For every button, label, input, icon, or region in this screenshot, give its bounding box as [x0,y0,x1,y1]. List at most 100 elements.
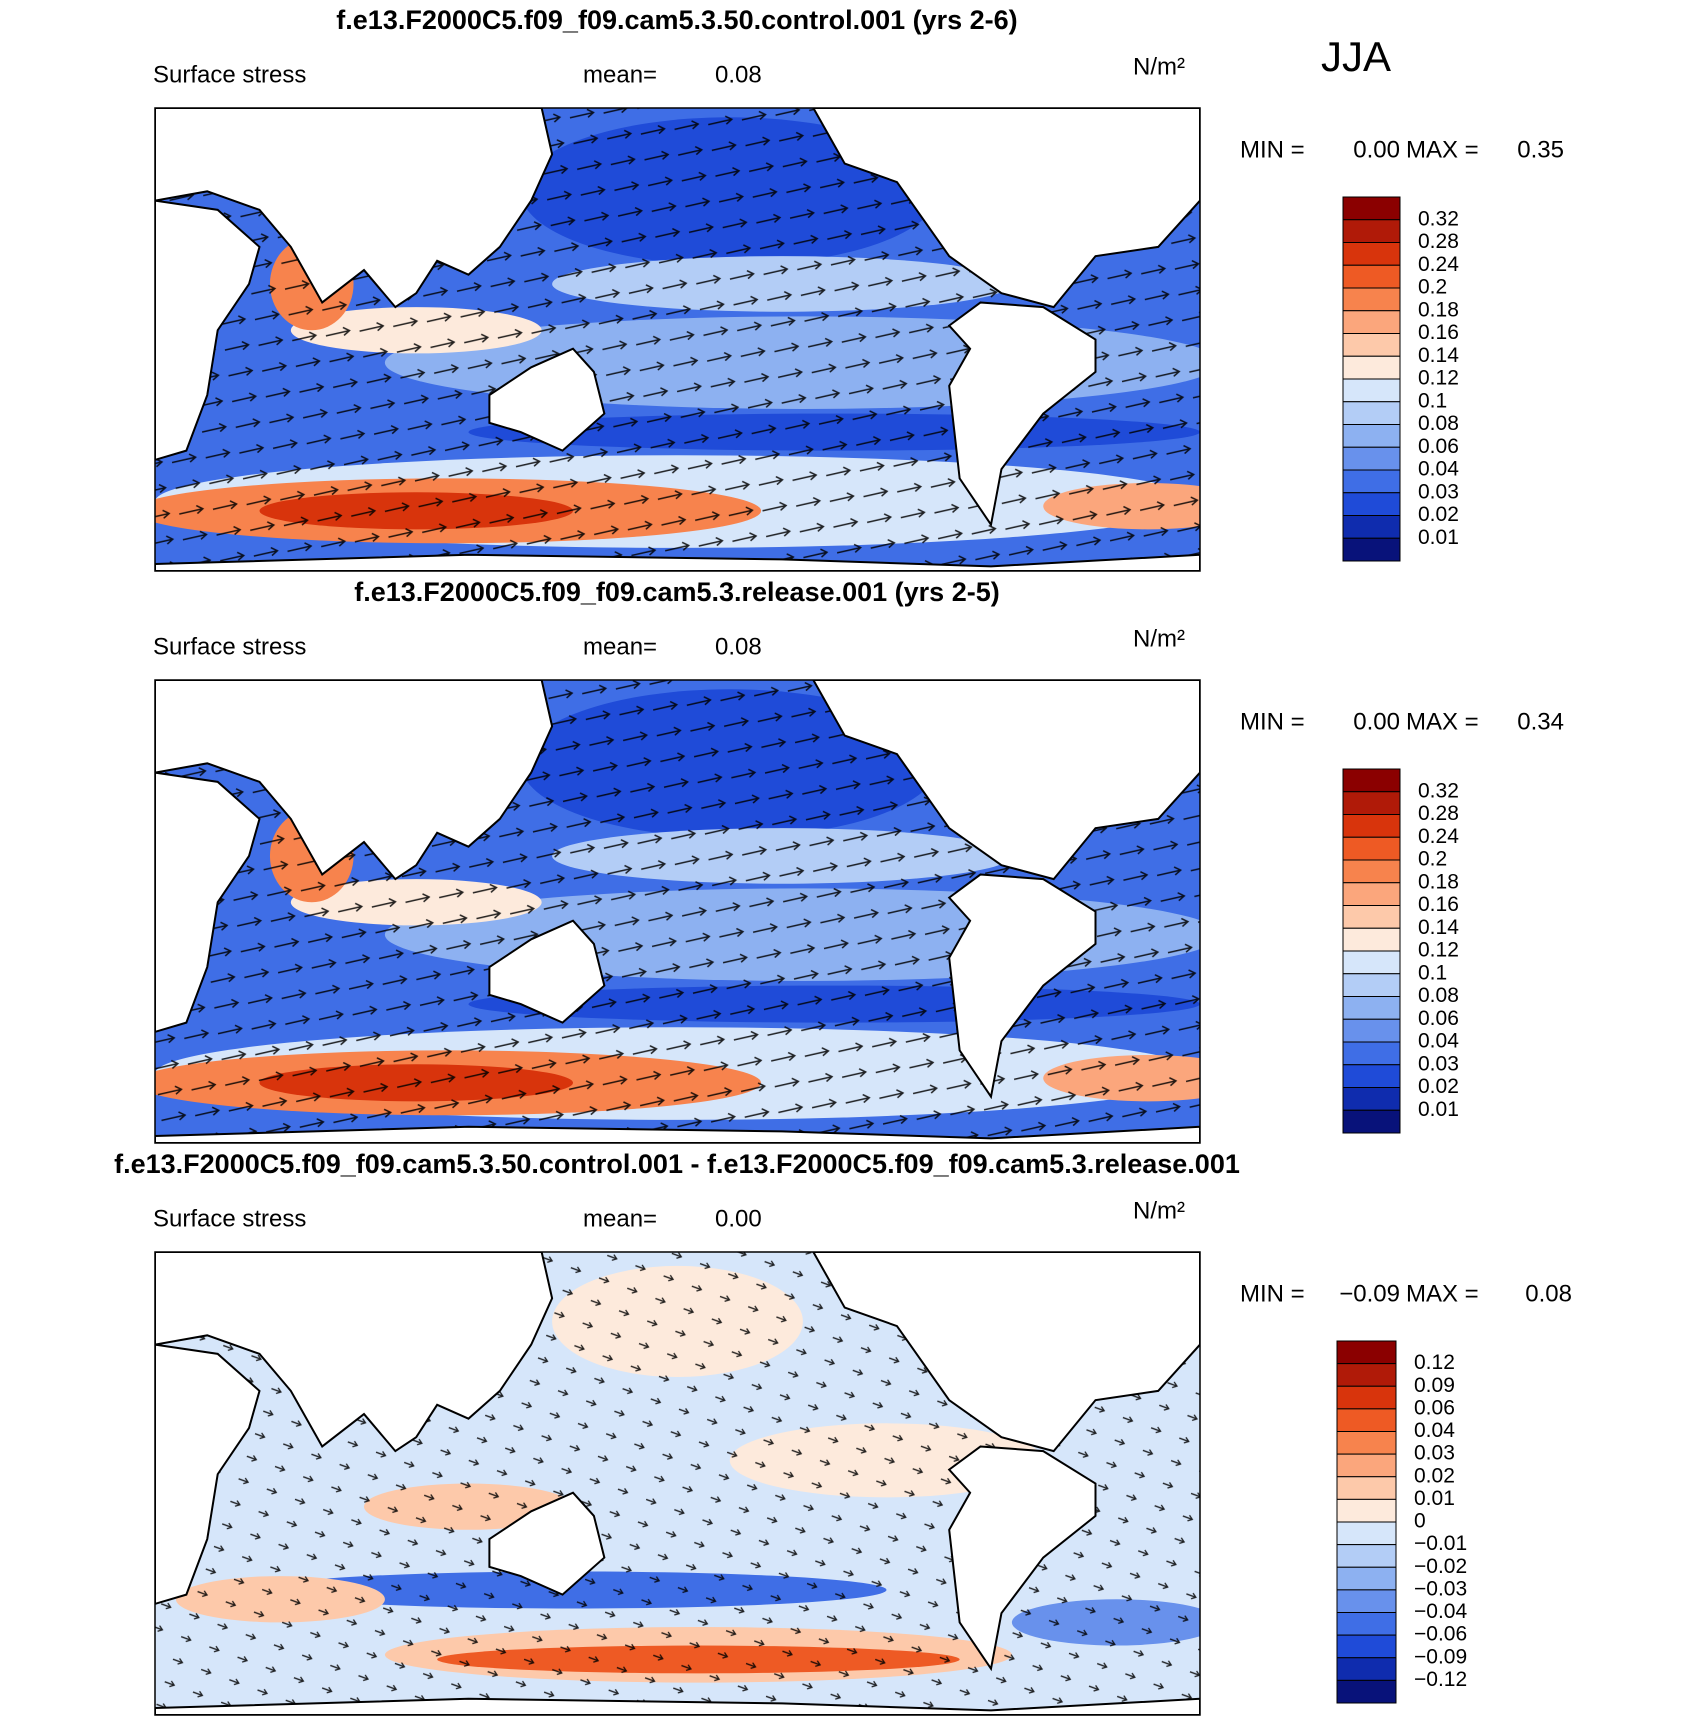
max-label: MAX = [1406,136,1479,163]
colorbar-label: −0.12 [1414,1668,1467,1691]
min-label: MIN = [1240,708,1305,735]
colorbar-box [1342,814,1401,838]
continent [812,108,1200,309]
colorbar-label: 0.18 [1418,870,1459,893]
colorbar-label: 0.04 [1414,1419,1455,1442]
colorbar-box [1342,401,1401,425]
colorbar-label: 0.32 [1418,207,1459,230]
colorbar-label: 0.03 [1414,1442,1455,1465]
colorbar-label: 0.12 [1418,367,1459,390]
colorbar-label: 0.1 [1418,961,1447,984]
max-label: MAX = [1406,1280,1479,1307]
colorbar-label: 0.04 [1418,1030,1459,1053]
colorbar-box [1342,333,1401,357]
mean-label: mean= [583,61,657,88]
colorbar-label: 0.24 [1418,825,1459,848]
colorbar-box [1342,537,1401,562]
colorbar-box [1342,469,1401,494]
continent [155,108,554,309]
min-value: 0.00 [1353,136,1400,163]
continent [947,873,1097,1100]
continent [812,1252,1200,1453]
colorbar-label: 0.28 [1418,230,1459,253]
colorbar-box [1342,424,1401,448]
season-label: JJA [1321,33,1391,80]
colorbar-box [1342,973,1401,997]
colorbar-box [1342,355,1401,380]
min-label: MIN = [1240,1280,1305,1307]
continent [488,347,606,452]
colorbar-box [1342,446,1401,471]
colorbar-label: 0.08 [1418,984,1459,1007]
colorbar-box [1342,1064,1401,1088]
units: N/m² [1133,1197,1185,1224]
colorbar-box [1342,196,1401,221]
field-name: Surface stress [153,1205,306,1232]
min-value: −0.09 [1339,1280,1400,1307]
continent [155,1697,1200,1715]
colorbar-label: −0.06 [1414,1623,1467,1646]
colorbar-label: 0.09 [1414,1374,1455,1397]
mean-value: 0.08 [715,61,762,88]
field-name: Surface stress [153,61,306,88]
colorbar-box [1342,950,1401,975]
map-frame [154,1251,1201,1716]
colorbar-box [1336,1408,1397,1432]
colorbar-label: 0.03 [1418,480,1459,503]
colorbar-box [1336,1634,1397,1659]
colorbar-box [1342,219,1401,243]
colorbar-label: −0.01 [1414,1532,1467,1555]
panel: f.e13.F2000C5.f09_f09.cam5.3.50.control.… [153,5,1564,572]
max-value: 0.08 [1525,1280,1572,1307]
colorbar-box [1336,1544,1397,1568]
colorbar-box [1336,1521,1397,1546]
colorbar-label: 0.02 [1418,503,1459,526]
colorbar-label: 0.28 [1418,802,1459,825]
mean-label: mean= [583,1205,657,1232]
continent [488,919,606,1024]
panel-title: f.e13.F2000C5.f09_f09.cam5.3.50.control.… [336,5,1017,35]
colorbar-box [1342,242,1401,266]
colorbar-box [1336,1476,1397,1500]
mean-value: 0.08 [715,633,762,660]
continent [812,680,1200,881]
panel: f.e13.F2000C5.f09_f09.cam5.3.50.control.… [114,1149,1572,1716]
colorbar-box [1342,1087,1401,1111]
mean-label: mean= [583,633,657,660]
panel: f.e13.F2000C5.f09_f09.cam5.3.release.001… [153,577,1564,1144]
colorbar-label: 0.06 [1414,1396,1455,1419]
colorbar-box [1342,310,1401,334]
colorbar-label: 0 [1414,1510,1426,1533]
max-value: 0.35 [1517,136,1564,163]
units: N/m² [1133,53,1185,80]
colorbar-box [1336,1657,1397,1681]
colorbar-label: 0.32 [1418,779,1459,802]
colorbar-box [1336,1340,1397,1365]
colorbar-label: 0.2 [1418,848,1447,871]
continent [155,553,1200,571]
continent [155,1343,261,1605]
min-value: 0.00 [1353,708,1400,735]
colorbar-box [1336,1679,1397,1704]
colorbar-box [1336,1431,1397,1455]
colorbar-label: 0.08 [1418,412,1459,435]
colorbar-box [1342,768,1401,793]
colorbar-box [1342,264,1401,289]
colorbar-box [1342,791,1401,815]
colorbar-box [1342,1041,1401,1066]
colorbar-box [1336,1453,1397,1478]
colorbar-label: 0.01 [1414,1487,1455,1510]
colorbar-box [1342,882,1401,906]
colorbar-label: 0.14 [1418,916,1459,939]
colorbar-box [1336,1385,1397,1410]
colorbar-label: 0.24 [1418,253,1459,276]
colorbar-box [1336,1612,1397,1636]
colorbar-box [1336,1498,1397,1523]
colorbar-box [1336,1589,1397,1613]
continent [488,1491,606,1596]
colorbar-box [1342,927,1401,952]
max-value: 0.34 [1517,708,1564,735]
colorbar-box [1342,859,1401,884]
continent [155,1252,554,1453]
